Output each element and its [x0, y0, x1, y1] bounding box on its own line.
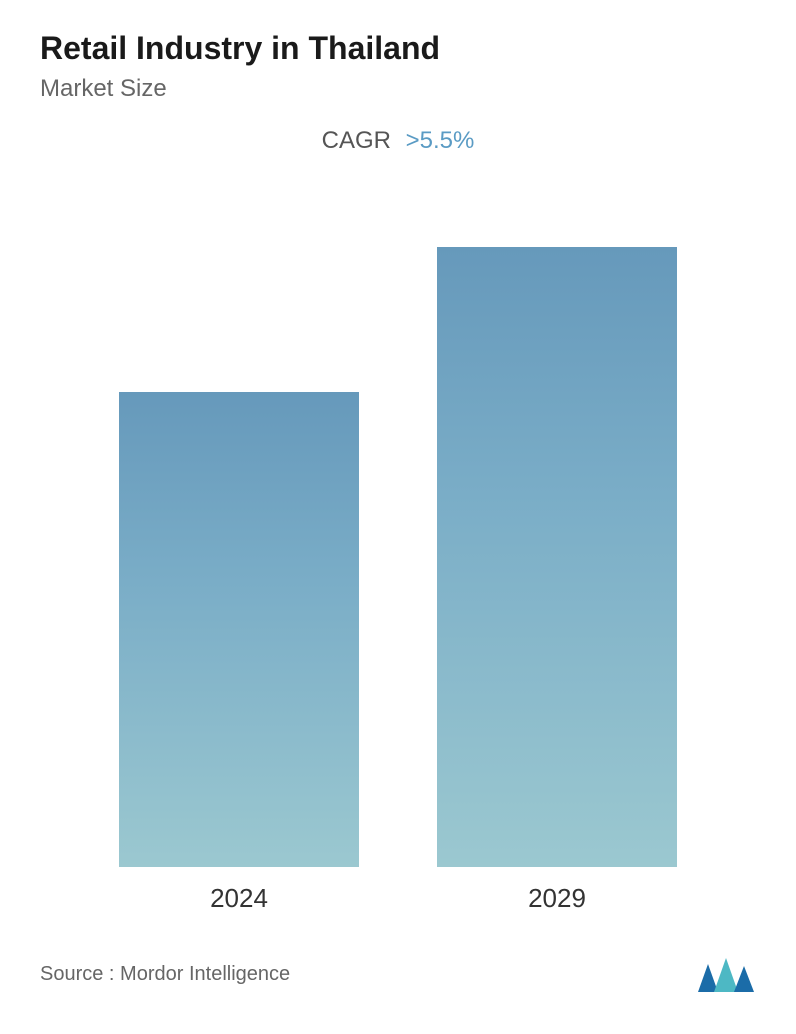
mordor-logo-icon [696, 954, 756, 994]
footer: Source : Mordor Intelligence [40, 934, 756, 1004]
bar-label-1: 2029 [528, 883, 586, 914]
cagr-label: CAGR [322, 127, 391, 154]
bar-1 [437, 247, 677, 867]
cagr-row: CAGR >5.5% [40, 127, 756, 155]
source-label: Source : [40, 963, 114, 985]
chart-subtitle: Market Size [40, 75, 756, 103]
source-value: Mordor Intelligence [120, 963, 290, 985]
source-text: Source : Mordor Intelligence [40, 963, 290, 986]
chart-container: Retail Industry in Thailand Market Size … [0, 0, 796, 1034]
bar-0 [119, 392, 359, 867]
bar-wrapper-0: 2024 [109, 392, 369, 914]
chart-title: Retail Industry in Thailand [40, 30, 756, 67]
cagr-value: >5.5% [406, 127, 475, 154]
bar-label-0: 2024 [210, 883, 268, 914]
bar-wrapper-1: 2029 [427, 247, 687, 914]
chart-area: 2024 2029 [40, 195, 756, 914]
brand-logo [696, 954, 756, 994]
